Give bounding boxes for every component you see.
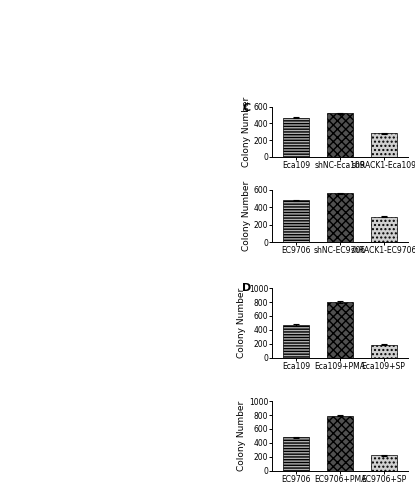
Bar (283, 118, 310, 157)
Y-axis label: Colony Number: Colony Number (237, 288, 246, 358)
Y-axis label: Colony Number: Colony Number (242, 96, 251, 167)
Y-axis label: Colony Number: Colony Number (237, 400, 246, 471)
Y-axis label: Colony Number: Colony Number (242, 181, 251, 251)
Bar (283, 437, 310, 470)
Bar (371, 216, 397, 242)
Bar (327, 302, 353, 358)
Bar (283, 200, 310, 242)
Bar (371, 134, 397, 157)
Bar (327, 114, 353, 157)
Text: D: D (242, 282, 252, 292)
Bar (283, 325, 310, 358)
Bar (371, 456, 397, 470)
Bar (327, 416, 353, 470)
Bar (327, 194, 353, 242)
Bar (371, 344, 397, 358)
Text: C: C (242, 102, 251, 113)
